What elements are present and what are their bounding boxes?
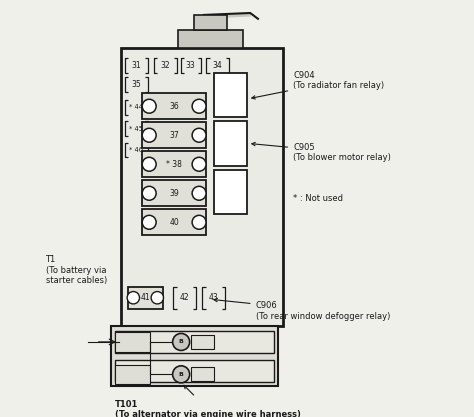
Text: 36: 36 (169, 102, 179, 111)
Bar (214, 170, 246, 214)
Text: 34: 34 (213, 61, 222, 70)
Bar (115, 359, 274, 382)
Circle shape (192, 157, 206, 171)
Text: 40: 40 (169, 218, 179, 227)
Text: * : Not used: * : Not used (293, 194, 343, 203)
Bar (194, 15, 227, 30)
Bar (115, 332, 150, 352)
Text: C906
(To rear window defogger relay): C906 (To rear window defogger relay) (214, 299, 390, 321)
Text: * 45: * 45 (129, 126, 144, 132)
Text: B: B (179, 372, 183, 377)
Text: * 38: * 38 (166, 160, 182, 169)
Bar (115, 331, 274, 353)
Circle shape (192, 99, 206, 113)
Circle shape (173, 366, 190, 383)
Circle shape (173, 334, 190, 350)
Text: 39: 39 (169, 189, 179, 198)
Circle shape (127, 291, 139, 304)
Text: T101
(To alternator via engine wire harness): T101 (To alternator via engine wire harn… (115, 385, 301, 417)
Text: 35: 35 (132, 80, 141, 89)
Text: 33: 33 (186, 61, 196, 70)
Text: T1
(To battery via
starter cables): T1 (To battery via starter cables) (46, 255, 107, 285)
Bar (128, 286, 163, 309)
Bar (142, 209, 206, 236)
Circle shape (192, 215, 206, 229)
Text: C905
(To blower motor relay): C905 (To blower motor relay) (252, 142, 391, 162)
Bar (214, 73, 246, 118)
Bar (111, 327, 278, 386)
Bar (191, 367, 214, 381)
Text: C904
(To radiator fan relay): C904 (To radiator fan relay) (252, 71, 384, 99)
Text: 43: 43 (209, 293, 219, 302)
Text: 37: 37 (169, 131, 179, 140)
Text: 41: 41 (140, 293, 150, 302)
Circle shape (142, 186, 156, 200)
Circle shape (142, 99, 156, 113)
Bar (142, 122, 206, 148)
Bar (142, 93, 206, 119)
Bar (191, 335, 214, 349)
Text: * 46: * 46 (129, 147, 144, 153)
Bar (214, 121, 246, 166)
Text: * 44: * 44 (129, 104, 144, 111)
Bar (142, 180, 206, 206)
Bar (121, 48, 283, 327)
Circle shape (192, 128, 206, 142)
Circle shape (192, 186, 206, 200)
Bar (178, 30, 243, 48)
Text: B: B (179, 339, 183, 344)
Circle shape (142, 215, 156, 229)
Text: 42: 42 (180, 293, 190, 302)
Circle shape (151, 291, 164, 304)
Circle shape (142, 128, 156, 142)
Text: 32: 32 (161, 61, 170, 70)
Text: 31: 31 (132, 61, 141, 70)
Bar (115, 364, 150, 384)
Bar (142, 151, 206, 177)
Circle shape (142, 157, 156, 171)
